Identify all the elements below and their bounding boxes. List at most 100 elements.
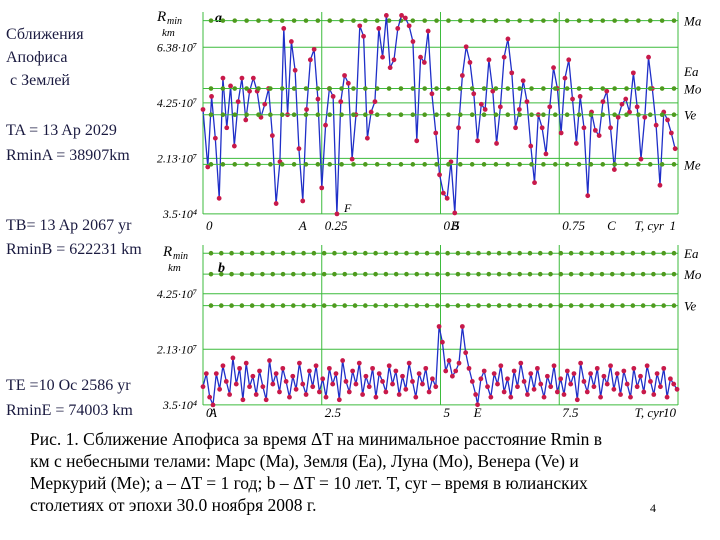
series-point-Ea: [490, 88, 496, 94]
series-point-Ea: [668, 130, 674, 136]
series-point-Ve: [552, 112, 558, 117]
figure-caption: Рис. 1. Сближение Апофиса за время ΔT на…: [30, 428, 680, 516]
event-marker-C: C: [607, 218, 616, 233]
series-point-Me: [303, 162, 309, 167]
series-point-Mo: [434, 86, 439, 91]
series-point-Ea-range: [217, 386, 223, 392]
series-point-Me: [268, 162, 273, 167]
series-point-Me: [363, 162, 368, 167]
series-point-Ve: [249, 303, 255, 308]
side-ta: TA = 13 Ap 2029: [6, 122, 117, 139]
series-point-Ve: [434, 112, 439, 117]
series-point-Mo: [620, 271, 625, 277]
series-point-Ea-range: [578, 360, 584, 366]
series-point-Ea-range: [651, 392, 657, 397]
series-point-Mo: [374, 86, 380, 91]
series-point-Ve: [386, 112, 392, 117]
series-point-Ea: [330, 94, 336, 99]
series-point-Ea-range: [668, 376, 673, 382]
series-point-Mo: [249, 271, 255, 277]
series-point-Ea-range: [323, 394, 329, 400]
series-point-Ve: [671, 112, 677, 117]
legend-label-Ma: Ma: [683, 14, 702, 29]
series-point-Ma: [671, 18, 677, 23]
series-point-Ea-range: [430, 376, 435, 382]
legend-label-Me: Me: [683, 157, 701, 172]
series-point-Ea-range: [356, 360, 362, 366]
series-point-Ea: [239, 75, 245, 81]
series-point-Ma: [291, 18, 297, 23]
series-point-Ma: [208, 18, 214, 23]
series-point-Ea-range: [521, 379, 527, 384]
series-point-Ve: [659, 112, 665, 117]
series-point-Ea: [528, 143, 534, 149]
series-point-Me: [600, 162, 606, 167]
series-point-Ea: [548, 250, 553, 256]
series-point-Ea-range: [456, 360, 462, 366]
series-point-Ea-range: [243, 360, 249, 366]
series-point-Ve: [208, 112, 214, 117]
series-point-Ma: [434, 18, 439, 23]
series-point-Ea-range: [466, 365, 472, 371]
series-point-Ea-range: [674, 386, 680, 392]
series-point-Mo: [279, 86, 285, 91]
series-point-Ve: [612, 112, 617, 117]
series-point-Ea: [212, 135, 218, 141]
y-axis-label-km: km: [168, 262, 181, 274]
series-point-Ea: [262, 101, 268, 107]
series-point-Ea: [486, 57, 492, 63]
series-point-Mo: [363, 86, 368, 91]
event-marker-B: B: [451, 218, 459, 233]
series-point-Ea-range: [614, 371, 620, 376]
series-point-Mo: [579, 271, 584, 277]
series-point-Ve: [609, 303, 615, 308]
series-point-Ea: [301, 250, 306, 256]
series-point-Ve: [529, 112, 534, 117]
series-point-Ve: [260, 303, 265, 308]
series-point-Ea-range: [303, 392, 309, 397]
series-point-Ve: [244, 112, 249, 117]
series-point-Ea: [566, 57, 572, 63]
series-point-Ea-range: [581, 379, 587, 384]
series-point-Ea: [585, 193, 591, 199]
series-point-Ea-range: [270, 381, 276, 387]
series-point-Ea-range: [237, 365, 242, 371]
series-point-Ea: [646, 54, 651, 60]
series-point-Ea: [459, 73, 465, 78]
series-point-Ea: [517, 250, 522, 256]
series-point-Me: [505, 162, 511, 167]
series-point-Mo: [647, 86, 653, 91]
series-point-Ea-range: [227, 392, 233, 397]
series-point-Ve: [342, 303, 348, 308]
series-point-Ea-range: [628, 394, 633, 400]
series-point-Ea-range: [535, 365, 540, 371]
series-point-Ea: [216, 195, 222, 201]
series-point-Mo: [445, 271, 450, 277]
series-point-Me: [208, 162, 214, 167]
series-point-Mo: [352, 271, 358, 277]
series-point-Ve: [422, 112, 427, 117]
series-point-Ea-range: [491, 371, 497, 376]
series-point-Mo: [291, 86, 297, 91]
series-point-Ea-range: [495, 381, 500, 387]
series-point-Ea: [373, 250, 378, 256]
series-point-Mo: [612, 86, 617, 91]
series-point-Ea: [395, 26, 401, 31]
series-point-Ve: [599, 303, 605, 308]
series-point-Me: [659, 162, 665, 167]
series-point-Ea-range: [230, 355, 236, 361]
series-point-Mo: [548, 271, 553, 277]
side-rminb: RminB = 622231 km: [6, 241, 142, 258]
series-point-Ea: [568, 250, 574, 256]
series-point-Ea: [476, 250, 481, 256]
series-point-Mo: [455, 271, 461, 277]
series-point-Ma: [659, 18, 665, 23]
series-point-Ea: [342, 250, 348, 256]
series-point-Me: [279, 162, 285, 167]
series-point-Ea-range: [664, 394, 670, 400]
series-point-Ea-range: [413, 394, 419, 400]
series-point-Mo: [599, 271, 605, 277]
x-tick-label: 0: [206, 405, 213, 420]
series-point-Ea: [475, 138, 480, 144]
series-point-Ea-range: [541, 394, 547, 400]
